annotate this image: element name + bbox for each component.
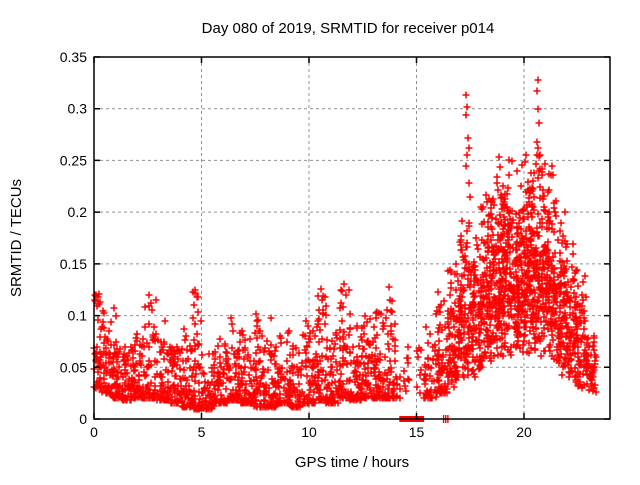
chart-title: Day 080 of 2019, SRMTID for receiver p01… xyxy=(202,20,495,37)
y-tick-label: 0.15 xyxy=(60,256,87,272)
y-axis-label: SRMTID / TECUs xyxy=(8,179,25,297)
x-tick-label: 20 xyxy=(516,424,532,440)
y-tick-label: 0.25 xyxy=(60,152,87,168)
y-tick-label: 0.3 xyxy=(68,101,88,117)
y-tick-label: 0.35 xyxy=(60,49,87,65)
plot-frame xyxy=(93,56,611,420)
y-tick-label: 0.1 xyxy=(68,308,88,324)
data-points-layer xyxy=(90,76,600,423)
y-tick-label: 0.05 xyxy=(60,359,87,375)
y-tick-label: 0 xyxy=(79,411,87,427)
x-tick-label: 5 xyxy=(198,424,206,440)
scatter-markers xyxy=(90,76,600,413)
axis-ticks xyxy=(93,56,610,420)
x-tick-label: 15 xyxy=(409,424,425,440)
plot-border xyxy=(93,56,611,420)
x-tick-label: 10 xyxy=(301,424,317,440)
x-axis-label: GPS time / hours xyxy=(295,454,409,471)
y-tick-label: 0.2 xyxy=(68,204,88,220)
x-tick-label: 0 xyxy=(90,424,98,440)
tick-labels: 0 5 10 15 20 0 0.05 0.1 0.15 0.2 0.25 0.3 0.35 xyxy=(60,49,532,440)
